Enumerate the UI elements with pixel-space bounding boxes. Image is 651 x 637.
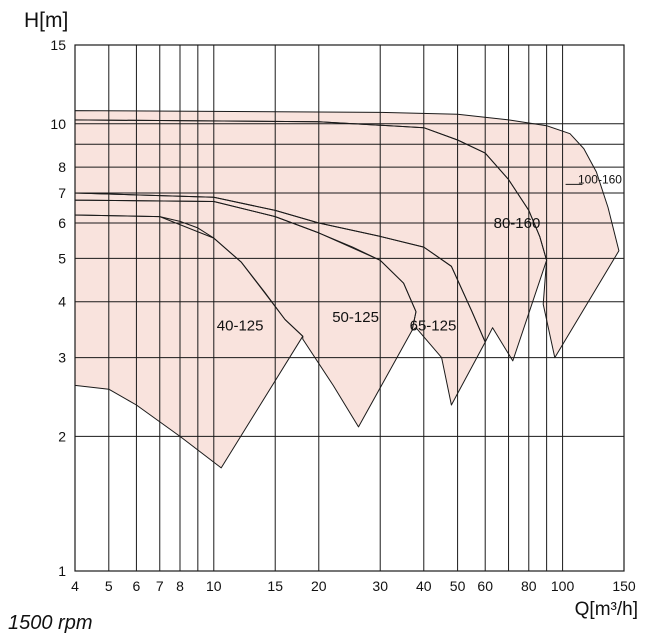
y-tick-label-8: 8 [58, 159, 66, 175]
plot-frame [74, 44, 625, 572]
x-tick-label-40: 40 [416, 578, 432, 594]
x-tick-label-4: 4 [71, 578, 79, 594]
y-tick-label-4: 4 [58, 294, 66, 310]
series-label-65-125: 65-125 [410, 317, 457, 334]
x-tick-labels: 4 5 6 7 8 10 15 20 30 40 50 60 80 100 150 [71, 578, 636, 594]
curve-fills [75, 110, 619, 468]
series-label-50-125: 50-125 [332, 309, 379, 326]
y-tick-label-3: 3 [58, 350, 66, 366]
plot-border [74, 44, 625, 572]
x-tick-label-150: 150 [612, 578, 636, 594]
y-tick-label-2: 2 [58, 428, 66, 444]
x-tick-label-6: 6 [133, 578, 141, 594]
fill-65-125 [75, 193, 486, 405]
x-tick-label-5: 5 [105, 578, 113, 594]
x-tick-label-60: 60 [477, 578, 493, 594]
series-label-40-125: 40-125 [217, 317, 264, 334]
y-tick-label-1: 1 [58, 563, 66, 579]
outline-100-160 [74, 110, 620, 359]
x-tick-label-20: 20 [311, 578, 327, 594]
x-tick-label-50: 50 [450, 578, 466, 594]
y-tick-label-7: 7 [58, 185, 66, 201]
series-label-100-160: 100-160 [578, 173, 622, 187]
fill-50-125 [75, 200, 416, 427]
x-tick-label-10: 10 [206, 578, 222, 594]
fill-80-160 [75, 119, 547, 361]
x-tick-label-30: 30 [372, 578, 388, 594]
y-tick-label-6: 6 [58, 215, 66, 231]
y-axis-label: H[m] [24, 9, 68, 32]
curve-outlines [74, 110, 620, 469]
speed-note: 1500 rpm [8, 612, 93, 634]
x-tick-label-100: 100 [551, 578, 575, 594]
fill-40-125 [75, 215, 303, 468]
y-tick-label-5: 5 [58, 250, 66, 266]
series-labels: 40-125 50-125 65-125 80-160 100-160 [217, 173, 623, 335]
series-label-80-160: 80-160 [494, 215, 541, 232]
y-tick-labels: 1 2 3 4 5 6 7 8 10 15 [50, 37, 66, 579]
x-tick-label-8: 8 [176, 578, 184, 594]
fill-100-160 [75, 110, 619, 358]
x-axis-label: Q[m³/h] [575, 599, 638, 620]
x-tick-label-15: 15 [267, 578, 283, 594]
x-tick-label-80: 80 [521, 578, 537, 594]
y-tick-label-15: 15 [50, 37, 66, 53]
y-tick-label-10: 10 [50, 116, 66, 132]
x-tick-label-7: 7 [156, 578, 164, 594]
